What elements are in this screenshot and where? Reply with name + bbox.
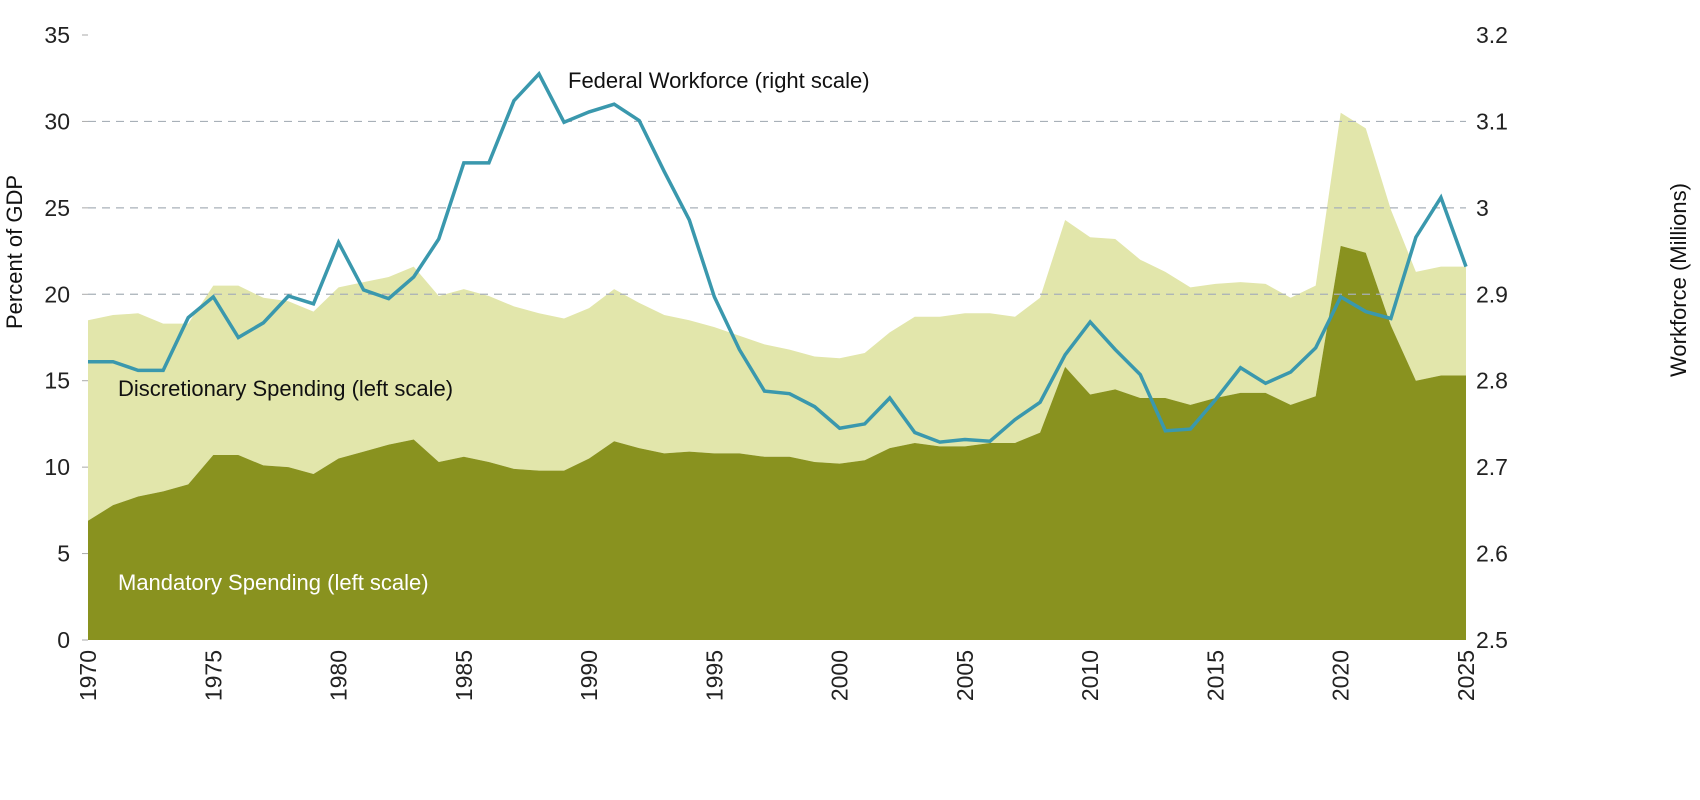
x-tick-label: 2005 [952,650,978,701]
x-tick-label: 1985 [451,650,477,701]
x-axis-ticks: 1970 1975 1980 1985 1990 1995 2000 2005 2010 2015… [75,650,1479,701]
x-tick-label: 2025 [1453,650,1479,701]
mandatory-series-label: Mandatory Spending (left scale) [118,570,429,595]
right-tick-label: 2.5 [1476,627,1508,653]
x-tick-label: 2010 [1077,650,1103,701]
lines-layer [88,70,1468,444]
right-axis-ticks: 2.5 2.6 2.7 2.8 2.9 3 3.1 3.2 [1476,22,1508,653]
right-tick-label: 2.9 [1476,281,1508,307]
x-tick-label: 1995 [701,650,727,701]
right-tick-label: 2.7 [1476,454,1508,480]
x-tick-label: 1990 [576,650,602,701]
x-tick-label: 2020 [1328,650,1354,701]
left-tick-label: 15 [44,368,70,394]
areas-layer [88,112,1466,640]
left-tick-label: 35 [44,22,70,48]
left-tick-label: 5 [57,541,70,567]
left-tick-label: 20 [44,281,70,307]
left-tick-label: 0 [57,627,70,653]
federal-workforce-line [88,70,1468,444]
left-axis-title: Percent of GDP [2,175,27,329]
x-tick-label: 1970 [75,650,101,701]
right-tick-label: 2.6 [1476,541,1508,567]
x-tick-label: 2015 [1202,650,1228,701]
left-tick-label: 25 [44,195,70,221]
discretionary-spending-area [88,112,1466,521]
left-axis-ticks: 0 5 10 15 20 25 30 35 [44,22,88,653]
mandatory-spending-area [88,245,1466,640]
x-tick-label: 1975 [200,650,226,701]
left-tick-label: 10 [44,454,70,480]
x-tick-label: 2000 [827,650,853,701]
right-tick-label: 3.1 [1476,108,1508,134]
right-tick-label: 3.2 [1476,22,1508,48]
workforce-series-label: Federal Workforce (right scale) [568,68,870,93]
left-tick-label: 30 [44,108,70,134]
x-tick-label: 1980 [326,650,352,701]
gridlines [88,120,1466,295]
discretionary-series-label: Discretionary Spending (left scale) [118,376,453,401]
right-tick-label: 3 [1476,195,1489,221]
right-tick-label: 2.8 [1476,368,1508,394]
right-axis-title: Workforce (Millions) [1666,183,1691,377]
